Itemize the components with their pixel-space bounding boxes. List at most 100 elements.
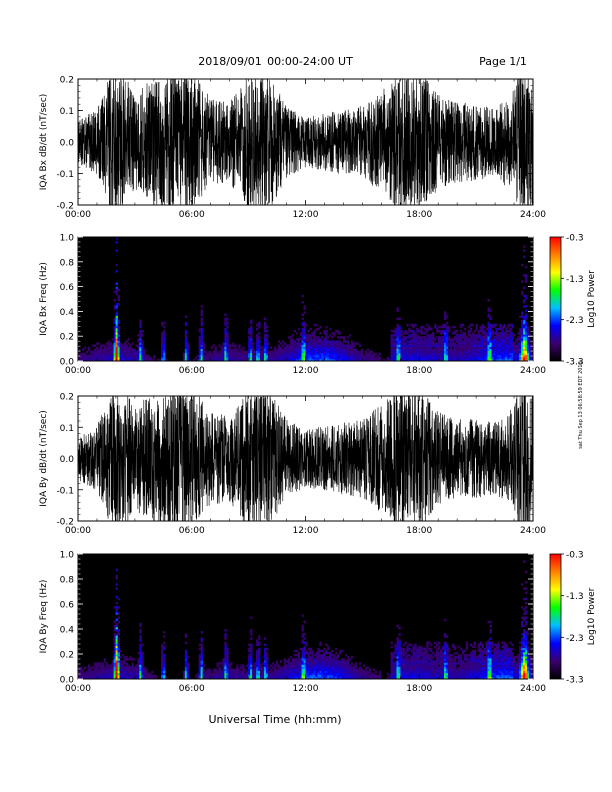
spectrogram-cell	[345, 666, 348, 669]
spectrogram-cell	[469, 658, 473, 661]
spectrogram-cell	[333, 668, 336, 672]
spectrogram-cell	[394, 327, 397, 331]
spectrogram-cell	[436, 651, 439, 655]
spectrogram-cell	[317, 676, 320, 679]
spectrogram-cell	[455, 668, 459, 672]
spectrogram-cell	[487, 666, 490, 669]
spectrogram-cell	[99, 676, 103, 679]
spectrogram-cell	[445, 674, 449, 678]
spectrogram-cell	[333, 358, 336, 361]
spectrogram-cell	[263, 672, 267, 676]
spectrogram-cell	[503, 658, 506, 661]
spectrogram-cell	[479, 664, 482, 667]
spectrogram-cell	[404, 356, 407, 360]
spectrogram-cell	[250, 629, 253, 632]
spectrogram-cell	[265, 666, 269, 669]
spectrogram-cell	[442, 662, 445, 665]
spectrogram-cell	[113, 330, 116, 333]
spectrogram-cell	[198, 658, 202, 661]
spectrogram-cell	[436, 643, 439, 647]
spectrogram-cell	[248, 676, 251, 679]
spectrogram-cell	[289, 670, 293, 674]
spectrogram-cell	[256, 352, 259, 356]
spectrogram-cell	[402, 352, 405, 356]
spectrogram-cell	[507, 344, 510, 347]
spectrogram-cell	[489, 658, 492, 661]
spectrogram-cell	[517, 346, 520, 349]
spectrogram-cell	[293, 346, 297, 349]
spectrogram-cell	[123, 346, 126, 349]
spectrogram-cell	[204, 674, 207, 678]
spectrogram-cell	[275, 668, 279, 672]
spectrogram-cell	[161, 670, 164, 674]
spectrogram-cell	[343, 358, 346, 361]
spectrogram-cell	[141, 356, 144, 360]
spectrogram-cell	[224, 670, 227, 674]
spectrogram-cell	[303, 649, 306, 653]
spectrogram-cell	[131, 662, 134, 665]
spectrogram-cell	[299, 672, 302, 676]
spectrogram-cell	[345, 346, 348, 349]
spectrogram-cell	[420, 346, 423, 349]
spectrogram-cell	[408, 670, 411, 674]
spectrogram-cell	[109, 674, 113, 678]
spectrogram-cell	[414, 356, 417, 360]
spectrogram-cell	[198, 346, 202, 349]
spectrogram-cell	[123, 658, 126, 661]
spectrogram-cell	[491, 658, 494, 661]
spectrogram-cell	[410, 358, 413, 361]
spectrogram-cell	[406, 666, 409, 669]
spectrogram-cell	[163, 325, 166, 329]
spectrogram-cell	[117, 639, 120, 642]
spectrogram-cell	[422, 332, 425, 335]
spectrogram-cell	[509, 336, 512, 339]
spectrogram-cell	[125, 354, 128, 358]
spectrogram-cell	[317, 348, 320, 352]
spectrogram-cell	[386, 356, 389, 360]
spectrogram-cell	[115, 639, 118, 642]
spectrogram-cell	[283, 666, 287, 669]
spectrogram-cell	[281, 674, 285, 678]
spectrogram-cell	[327, 342, 330, 345]
spectrogram-cell	[105, 672, 109, 676]
spectrogram-cell	[105, 346, 109, 349]
spectrogram-cell	[186, 342, 190, 345]
spectrogram-cell	[408, 666, 411, 669]
spectrogram-cell	[343, 352, 346, 356]
spectrogram-cell	[117, 656, 120, 659]
spectrogram-cell	[315, 670, 318, 674]
spectrogram-cell	[422, 346, 425, 349]
spectrogram-cell	[487, 350, 490, 354]
spectrogram-cell	[93, 666, 97, 669]
spectrogram-cell	[481, 342, 484, 345]
spectrogram-cell	[127, 668, 130, 672]
spectrogram-cell	[303, 311, 306, 314]
spectrogram-cell	[410, 649, 413, 653]
spectrogram-cell	[507, 340, 510, 343]
spectrogram-cell	[339, 346, 342, 349]
spectrogram-cell	[143, 674, 146, 678]
spectrogram-cell	[430, 664, 433, 667]
spectrogram-cell	[426, 346, 429, 349]
spectrogram-cell	[352, 342, 356, 345]
spectrogram-cell	[279, 342, 283, 345]
spectrogram-cell	[467, 348, 471, 352]
spectrogram-cell	[509, 340, 512, 343]
spectrogram-cell	[295, 670, 298, 674]
spectrogram-cell	[115, 286, 118, 290]
spectrogram-cell	[477, 649, 480, 653]
spectrogram-cell	[523, 348, 526, 352]
spectrogram-cell	[224, 643, 227, 647]
spectrogram-cell	[261, 668, 265, 672]
spectrogram-cell	[319, 346, 322, 349]
spectrogram-cell	[212, 668, 215, 672]
spectrogram-cell	[307, 672, 310, 676]
spectrogram-cell	[301, 647, 304, 651]
spectrogram-cell	[301, 301, 304, 304]
spectrogram-cell	[453, 358, 457, 361]
spectrogram-cell	[139, 674, 142, 678]
spectrogram-cell	[351, 358, 354, 361]
spectrogram-cell	[422, 350, 425, 354]
spectrogram-cell	[131, 348, 134, 352]
